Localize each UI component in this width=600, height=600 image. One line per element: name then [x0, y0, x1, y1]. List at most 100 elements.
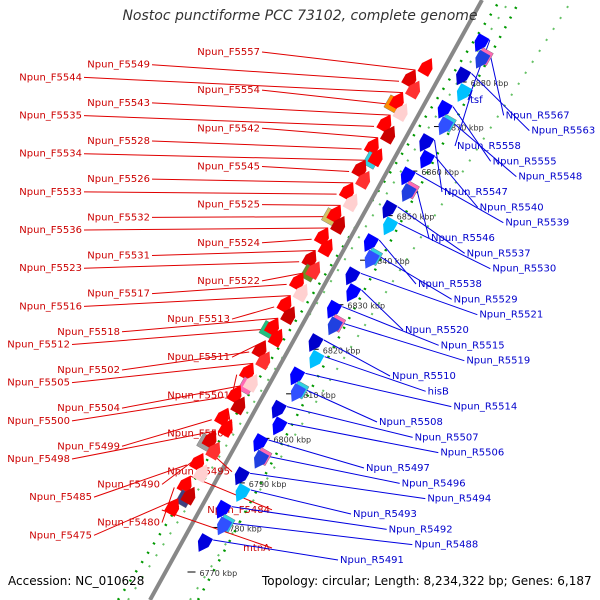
forward-gene-label[interactable]: Npun_F5557 — [197, 47, 260, 58]
forward-gene-label[interactable]: Npun_F5549 — [87, 60, 150, 71]
forward-gene-arrow — [263, 317, 279, 337]
forward-gene-arrow — [189, 453, 205, 472]
forward-gene-label[interactable]: Npun_F5526 — [87, 174, 150, 185]
reverse-gene-leader — [490, 56, 505, 116]
reverse-gene-label[interactable]: Npun_R5491 — [340, 555, 404, 566]
forward-gene-leader — [151, 102, 391, 116]
reverse-gene-label[interactable]: Npun_R5493 — [353, 509, 417, 520]
reverse-gene-label[interactable]: Npun_R5537 — [467, 248, 531, 259]
reverse-gene-arrow — [254, 449, 270, 469]
forward-gene-label[interactable]: Npun_F5522 — [197, 276, 260, 287]
forward-gene-arrow — [292, 283, 308, 303]
kbp-tick-label: 6850 kbp — [397, 213, 435, 222]
forward-gene-label[interactable]: Npun_F5532 — [87, 212, 150, 223]
forward-gene-label[interactable]: Npun_F5475 — [29, 530, 92, 541]
forward-gene-label[interactable]: Npun_F5480 — [97, 518, 160, 529]
forward-gene-label[interactable]: Npun_F5535 — [19, 111, 82, 122]
forward-gene-label[interactable]: Npun_F5531 — [87, 250, 150, 261]
forward-gene-label[interactable]: Npun_F5523 — [19, 263, 82, 274]
forward-strand-genes: Npun_F5557 Npun_F5549 Npun_F5544 Npun_F5554… — [7, 47, 433, 554]
forward-gene-arrow — [301, 249, 317, 269]
forward-gene-label[interactable]: Npun_F5543 — [87, 98, 150, 109]
forward-gene-label[interactable]: Npun_F5502 — [57, 365, 120, 376]
forward-gene-label[interactable]: Npun_F5485 — [29, 492, 92, 503]
reverse-gene-label[interactable]: Npun_R5514 — [453, 402, 517, 413]
reverse-gene-leader — [213, 539, 339, 561]
reverse-gene-label[interactable]: Npun_R5492 — [389, 524, 453, 535]
forward-gene-leader — [151, 140, 362, 150]
forward-gene-label[interactable]: Npun_F5554 — [197, 85, 260, 96]
forward-gene-leader — [83, 153, 366, 161]
forward-gene-label[interactable]: Npun_F5500 — [7, 416, 70, 427]
forward-gene-label[interactable]: Npun_F5484 — [207, 505, 270, 516]
reverse-gene-label[interactable]: tsf — [470, 95, 483, 106]
reverse-gene-leader — [231, 506, 387, 530]
reverse-gene-leader — [250, 489, 352, 515]
reverse-gene-label[interactable]: Npun_R5520 — [405, 325, 469, 336]
forward-gene-label[interactable]: Npun_F5545 — [197, 161, 260, 172]
forward-gene-label[interactable]: Npun_F5501 — [167, 390, 230, 401]
reverse-gene-label[interactable]: Npun_R5555 — [493, 156, 557, 167]
reverse-gene-leader — [268, 439, 365, 469]
forward-gene-leader — [71, 430, 216, 460]
reverse-gene-label[interactable]: Npun_R5530 — [492, 264, 556, 275]
forward-gene-label[interactable]: Npun_F5534 — [19, 149, 82, 160]
reverse-gene-label[interactable]: Npun_R5507 — [415, 432, 479, 443]
forward-gene-label[interactable]: Npun_F5518 — [57, 327, 120, 338]
reverse-gene-label[interactable]: Npun_R5488 — [414, 540, 478, 551]
forward-gene-label[interactable]: mtnA — [243, 543, 270, 554]
reverse-gene-label[interactable]: Npun_R5506 — [440, 448, 504, 459]
forward-gene-leader — [71, 328, 262, 346]
reverse-gene-label[interactable]: Npun_R5515 — [441, 340, 505, 351]
reverse-gene-arrow — [346, 283, 362, 302]
forward-gene-label[interactable]: Npun_F5499 — [57, 441, 120, 452]
forward-gene-leader — [261, 272, 303, 282]
forward-gene-arrow — [217, 419, 233, 438]
forward-gene-arrow — [417, 58, 433, 77]
reverse-gene-label[interactable]: Npun_R5546 — [431, 233, 495, 244]
forward-gene-leader — [151, 64, 400, 82]
reverse-gene-label[interactable]: Npun_R5508 — [379, 417, 443, 428]
reverse-gene-label[interactable]: Npun_R5547 — [444, 187, 508, 198]
forward-gene-arrow — [342, 193, 358, 213]
reverse-gene-label[interactable]: Npun_R5529 — [454, 294, 518, 305]
forward-gene-label[interactable]: Npun_F5525 — [197, 200, 260, 211]
reverse-gene-label[interactable]: Npun_R5496 — [402, 478, 466, 489]
reverse-gene-label[interactable]: Npun_R5539 — [505, 218, 569, 229]
forward-gene-leader — [261, 238, 312, 244]
forward-gene-arrow — [380, 125, 396, 145]
reverse-gene-arrow — [364, 249, 380, 269]
forward-gene-label[interactable]: Npun_F5505 — [7, 378, 70, 389]
reverse-gene-label[interactable]: Npun_R5510 — [392, 371, 456, 382]
forward-gene-label[interactable]: Npun_F5524 — [197, 238, 260, 249]
reverse-gene-label[interactable]: Npun_R5558 — [457, 141, 521, 152]
forward-gene-label[interactable]: Npun_F5528 — [87, 136, 150, 147]
forward-gene-label[interactable]: Npun_F5542 — [197, 123, 260, 134]
reverse-gene-label[interactable]: Npun_R5497 — [366, 463, 430, 474]
reverse-gene-label[interactable]: Npun_R5567 — [506, 110, 570, 121]
reverse-gene-label[interactable]: Npun_R5563 — [531, 126, 595, 137]
reverse-gene-label[interactable]: hisB — [428, 386, 449, 397]
forward-gene-arrow — [355, 170, 371, 190]
forward-gene-label[interactable]: Npun_F5536 — [19, 225, 82, 236]
forward-gene-label[interactable]: Npun_F5516 — [19, 301, 82, 312]
reverse-gene-label[interactable]: Npun_R5548 — [518, 172, 582, 183]
reverse-gene-leader — [305, 372, 452, 408]
reverse-gene-label[interactable]: Npun_R5494 — [427, 494, 491, 505]
forward-gene-label[interactable]: Npun_F5512 — [7, 340, 70, 351]
reverse-gene-leader — [269, 456, 400, 484]
reverse-gene-label[interactable]: Npun_R5521 — [479, 310, 543, 321]
reverse-gene-label[interactable]: Npun_R5540 — [480, 202, 544, 213]
reverse-gene-label[interactable]: Npun_R5538 — [418, 279, 482, 290]
forward-gene-label[interactable]: Npun_F5504 — [57, 403, 120, 414]
forward-gene-label[interactable]: Npun_F5533 — [19, 187, 82, 198]
reverse-gene-arrow — [290, 366, 306, 386]
forward-gene-label[interactable]: Npun_F5498 — [7, 454, 70, 465]
forward-gene-label[interactable]: Npun_F5511 — [167, 352, 230, 363]
forward-gene-label[interactable]: Npun_F5517 — [87, 289, 150, 300]
forward-gene-label[interactable]: Npun_F5544 — [19, 72, 82, 83]
reverse-gene-label[interactable]: Npun_R5519 — [466, 356, 530, 367]
reverse-gene-leader — [416, 189, 430, 239]
forward-gene-label[interactable]: Npun_F5513 — [167, 314, 230, 325]
reverse-gene-arrow — [327, 316, 343, 336]
